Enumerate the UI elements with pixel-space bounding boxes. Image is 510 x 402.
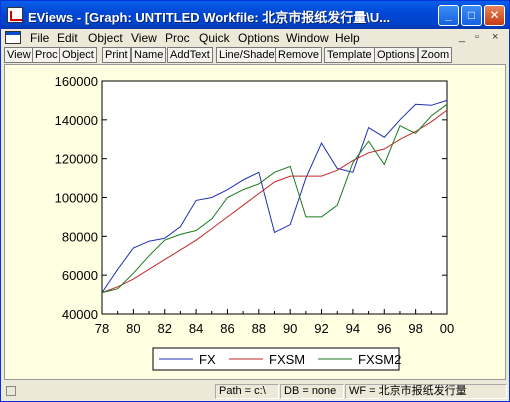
mdi-minimize-button[interactable]: _	[459, 31, 466, 43]
x-tick-label: 94	[346, 321, 360, 336]
menu-bar: File Edit Object View Proc Quick Options…	[1, 29, 509, 47]
legend-label-fxsm: FXSM	[269, 352, 305, 367]
toolbar-print-button[interactable]: Print	[102, 47, 131, 63]
toolbar-lineshade-button[interactable]: Line/Shade	[216, 47, 278, 63]
title-bar[interactable]: EViews - [Graph: UNTITLED Workfile: 北京市报…	[1, 1, 509, 29]
toolbar-view-button[interactable]: View	[4, 47, 34, 63]
minimize-button[interactable]: _	[438, 5, 459, 26]
legend-box	[152, 347, 400, 371]
window-title: EViews - [Graph: UNTITLED Workfile: 北京市报…	[28, 10, 391, 25]
status-db: DB = none	[280, 384, 344, 399]
menu-object[interactable]: Object	[88, 31, 123, 45]
line-chart: 40000 60000 80000 100000 120000 140000 160000 7…	[55, 74, 454, 371]
series-line-fxsm	[101, 109, 448, 294]
y-tick-label: 80000	[62, 229, 98, 244]
menu-view[interactable]: View	[131, 31, 157, 45]
menu-options[interactable]: Options	[238, 31, 280, 45]
graph-toolbar: View Proc Object Print Name AddText Line…	[1, 47, 509, 63]
status-path: Path = c:\	[215, 384, 279, 399]
graph-canvas[interactable]: 40000 60000 80000 100000 120000 140000 160000 7…	[4, 64, 506, 380]
menu-proc[interactable]: Proc	[165, 31, 190, 45]
legend-label-fx: FX	[199, 352, 216, 367]
toolbar-proc-button[interactable]: Proc	[32, 47, 61, 63]
y-tick-label: 100000	[55, 191, 98, 206]
x-tick-label: 84	[189, 321, 203, 336]
status-workfile: WF = 北京市报纸发行量	[345, 384, 507, 399]
status-indicator	[6, 386, 16, 396]
series-line-fx	[101, 99, 448, 293]
x-tick-label: 90	[283, 321, 297, 336]
toolbar-object-button[interactable]: Object	[59, 47, 97, 63]
y-tick-label: 160000	[55, 74, 98, 89]
menu-quick[interactable]: Quick	[199, 31, 230, 45]
x-tick-label: 98	[408, 321, 422, 336]
y-tick-label: 140000	[55, 113, 98, 128]
toolbar-options-button[interactable]: Options	[374, 47, 418, 63]
toolbar-name-button[interactable]: Name	[131, 47, 167, 63]
menu-edit[interactable]: Edit	[57, 31, 78, 45]
mdi-close-button[interactable]: ×	[492, 31, 499, 43]
x-tick-label: 88	[252, 321, 266, 336]
status-bar: Path = c:\ DB = none WF = 北京市报纸发行量	[1, 381, 509, 401]
x-tick-label: 82	[157, 321, 171, 336]
document-icon[interactable]	[5, 31, 21, 44]
toolbar-zoom-button[interactable]: Zoom	[418, 47, 453, 63]
plot-area	[101, 80, 448, 315]
x-tick-label: 96	[377, 321, 391, 336]
toolbar-template-button[interactable]: Template	[324, 47, 375, 63]
x-tick-label: 86	[220, 321, 234, 336]
mdi-restore-button[interactable]: ▫	[475, 31, 479, 43]
menu-help[interactable]: Help	[335, 31, 360, 45]
close-button[interactable]: ✕	[484, 5, 505, 26]
y-tick-label: 120000	[55, 152, 98, 167]
legend-label-fxsm2: FXSM2	[358, 352, 401, 367]
maximize-button[interactable]: □	[461, 5, 482, 26]
series-line-fxsm2	[101, 103, 448, 294]
x-tick-label: 80	[126, 321, 140, 336]
x-tick-label: 78	[95, 321, 109, 336]
x-tick-label: 92	[314, 321, 328, 336]
y-tick-label: 40000	[62, 307, 98, 322]
eviews-app-icon[interactable]	[7, 7, 23, 23]
menu-window[interactable]: Window	[286, 31, 329, 45]
toolbar-remove-button[interactable]: Remove	[275, 47, 322, 63]
menu-file[interactable]: File	[30, 31, 50, 45]
toolbar-addtext-button[interactable]: AddText	[167, 47, 213, 63]
y-tick-label: 60000	[62, 268, 98, 283]
x-tick-label: 00	[440, 321, 454, 336]
